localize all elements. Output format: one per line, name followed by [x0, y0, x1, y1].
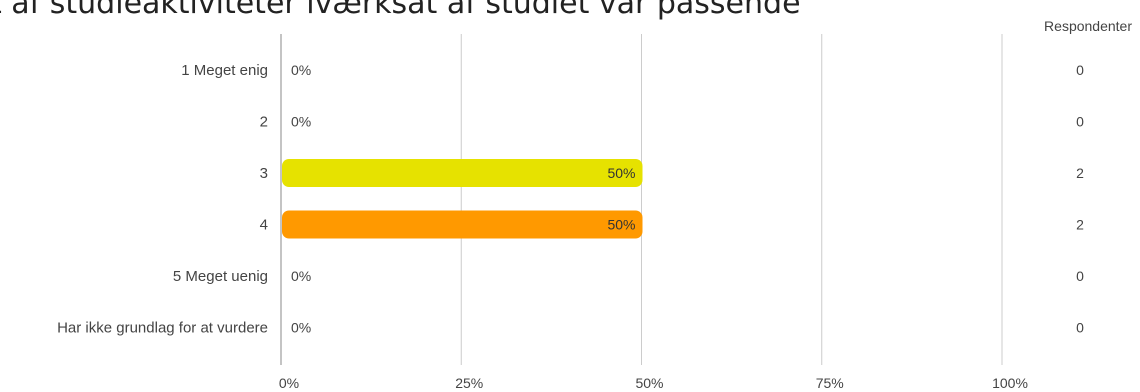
respondents-header: Respondenter: [1044, 18, 1132, 34]
bar-layer: [282, 159, 643, 239]
respondent-count: 0: [1076, 320, 1084, 336]
respondent-count: 2: [1076, 217, 1084, 233]
bar: [282, 210, 643, 239]
category-label: 5 Meget uenig: [173, 268, 268, 285]
category-label: 3: [260, 165, 268, 182]
x-tick-label: 50%: [635, 375, 663, 391]
category-label: 2: [260, 114, 268, 131]
respondent-count: 2: [1076, 165, 1084, 181]
data-label: 0%: [291, 62, 311, 78]
x-tick-label: 75%: [816, 375, 844, 391]
data-label: 50%: [607, 217, 635, 233]
bar: [282, 159, 643, 187]
grid-layer: [280, 34, 1003, 365]
chart-title: t af studieaktiviteter iværksat af studi…: [0, 0, 801, 21]
category-label: 1 Meget enig: [181, 62, 268, 79]
category-label: Har ikke grundlag for at vurdere: [57, 320, 268, 337]
data-label: 50%: [607, 165, 635, 181]
label-layer: 0% 25% 50% 75% 100% 1 Meget enig 0% 0 2 0% 0 3 50% 2 4…: [57, 62, 1084, 391]
data-label: 0%: [291, 268, 311, 284]
data-label: 0%: [291, 320, 311, 336]
x-tick-label: 0%: [279, 375, 299, 391]
x-tick-label: 100%: [992, 375, 1028, 391]
category-label: 4: [260, 217, 268, 234]
respondent-count: 0: [1076, 62, 1084, 78]
respondent-count: 0: [1076, 268, 1084, 284]
data-label: 0%: [291, 114, 311, 130]
respondent-count: 0: [1076, 114, 1084, 130]
x-tick-label: 25%: [455, 375, 483, 391]
